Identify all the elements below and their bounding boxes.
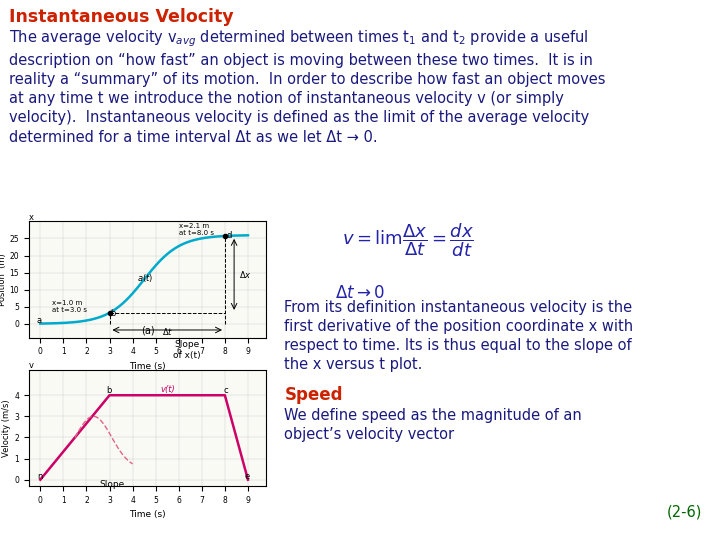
Text: Slope
of x(t): Slope of x(t) [174, 340, 201, 360]
Text: (2-6): (2-6) [667, 504, 702, 519]
Text: b: b [106, 386, 112, 395]
Text: $v = \lim\dfrac{\Delta x}{\Delta t} = \dfrac{dx}{dt}$: $v = \lim\dfrac{\Delta x}{\Delta t} = \d… [342, 221, 474, 259]
Text: From its definition instantaneous velocity is the
first derivative of the positi: From its definition instantaneous veloci… [284, 300, 634, 372]
Text: $\Delta t$: $\Delta t$ [161, 326, 173, 337]
Text: x: x [29, 213, 34, 222]
Text: x=1.0 m
at t=3.0 s: x=1.0 m at t=3.0 s [52, 300, 87, 313]
Text: We define speed as the magnitude of an
object’s velocity vector: We define speed as the magnitude of an o… [284, 408, 582, 442]
X-axis label: Time (s): Time (s) [130, 510, 166, 519]
Y-axis label: Position  (m): Position (m) [0, 253, 6, 306]
Y-axis label: Velocity (m/s): Velocity (m/s) [2, 399, 12, 457]
Text: The average velocity v$_{avg}$ determined between times t$_1$ and t$_2$ provide : The average velocity v$_{avg}$ determine… [9, 28, 606, 145]
Text: n: n [37, 471, 42, 481]
Text: c: c [224, 386, 228, 395]
Text: v(t): v(t) [161, 385, 175, 394]
Text: $\Delta t \rightarrow 0$: $\Delta t \rightarrow 0$ [335, 284, 384, 301]
Text: d: d [227, 231, 232, 240]
Text: $\Delta x$: $\Delta x$ [239, 269, 251, 280]
Text: b: b [111, 308, 116, 318]
Text: e: e [245, 471, 250, 481]
Text: Slope: Slope [99, 480, 125, 489]
Text: Instantaneous Velocity: Instantaneous Velocity [9, 8, 234, 26]
Text: x=2.1 m
at t=8.0 s: x=2.1 m at t=8.0 s [179, 223, 214, 236]
Text: Speed: Speed [284, 386, 343, 404]
Text: v: v [29, 361, 34, 370]
X-axis label: Time (s): Time (s) [130, 362, 166, 371]
Text: $a(t)$: $a(t)$ [138, 272, 153, 284]
Text: (a): (a) [141, 326, 154, 336]
Text: a: a [37, 316, 42, 325]
